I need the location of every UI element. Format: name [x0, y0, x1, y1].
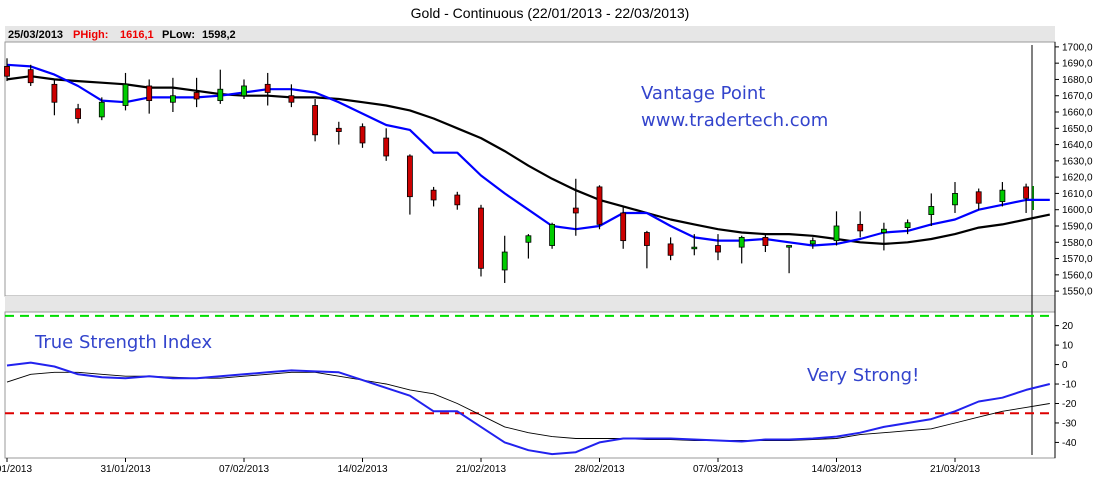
- candle-body: [549, 223, 555, 246]
- annotation-very-strong: Very Strong!: [807, 365, 919, 386]
- candle-body: [217, 88, 224, 102]
- x-tick-label: 07/03/2013: [693, 464, 743, 475]
- x-tick-label: 14/02/2013: [337, 464, 387, 475]
- candle-body: [430, 189, 437, 201]
- candle-body: [904, 222, 911, 229]
- candle-body: [525, 235, 532, 243]
- price-tick-label: 1680,0: [1062, 75, 1093, 86]
- candle-body: [999, 189, 1006, 202]
- x-tick-label: 21/03/2013: [930, 464, 980, 475]
- price-tick-label: 1590,0: [1062, 221, 1093, 232]
- x-tick-label: 28/02/2013: [574, 464, 624, 475]
- candle-body: [809, 240, 816, 245]
- candle-body: [644, 232, 650, 246]
- chart-title: Gold - Continuous (22/01/2013 - 22/03/20…: [411, 5, 690, 21]
- candle-body: [501, 251, 508, 271]
- price-tick-label: 1610,0: [1062, 189, 1093, 200]
- x-tick-label: 07/02/2013: [219, 464, 269, 475]
- candle-body: [881, 228, 887, 233]
- price-tick-label: 1670,0: [1062, 91, 1093, 102]
- tsi-tick-label: -30: [1062, 418, 1077, 429]
- candle-body: [691, 246, 698, 250]
- candle-body: [406, 155, 413, 198]
- price-tick-label: 1640,0: [1062, 140, 1093, 151]
- candle-body: [335, 127, 342, 132]
- price-tick-label: 1570,0: [1062, 254, 1093, 265]
- price-tick-label: 1580,0: [1062, 238, 1093, 249]
- slow-moving-average-line: [6, 75, 1051, 245]
- price-tick-label: 1690,0: [1062, 59, 1093, 70]
- fast-moving-average-line: [6, 63, 1050, 247]
- tsi-tick-label: 0: [1062, 360, 1068, 371]
- tsi-tick-label: -20: [1062, 399, 1077, 410]
- price-tick-label: 1600,0: [1062, 205, 1093, 216]
- x-tick-label: 14/03/2013: [811, 464, 861, 475]
- info-plow-value: 1598,2: [202, 29, 236, 41]
- candle-body: [312, 105, 319, 136]
- price-tick-label: 1700,0: [1062, 42, 1093, 53]
- annotation-website: www.tradertech.com: [641, 110, 828, 131]
- tsi-tick-label: -40: [1062, 438, 1077, 449]
- price-tick-label: 1630,0: [1062, 156, 1093, 167]
- candle-body: [975, 191, 982, 204]
- price-tick-label: 1620,0: [1062, 173, 1093, 184]
- candle-body: [738, 236, 745, 248]
- x-tick-label: 21/02/2013: [456, 464, 506, 475]
- info-bar: [5, 26, 1055, 42]
- tsi-tick-label: 10: [1062, 341, 1074, 352]
- price-tick-label: 1650,0: [1062, 124, 1093, 135]
- candle-body: [169, 95, 176, 103]
- candle-body: [478, 207, 484, 269]
- candle-body: [667, 243, 674, 256]
- x-tick-label: 31/01/2013: [100, 464, 150, 475]
- candle-body: [596, 186, 603, 225]
- candle-body: [288, 95, 295, 103]
- annotation-tsi-label: True Strength Index: [34, 332, 212, 353]
- candle-body: [383, 137, 390, 157]
- candle-body: [620, 212, 627, 242]
- candle-body: [454, 194, 461, 206]
- info-plow-label: PLow:: [162, 29, 195, 41]
- candle-body: [928, 206, 935, 215]
- info-date: 25/03/2013: [8, 29, 63, 41]
- candle-body: [122, 83, 129, 106]
- candle-body: [833, 225, 840, 242]
- candle-body: [241, 85, 247, 97]
- info-phigh-label: PHigh:: [73, 29, 108, 41]
- annotation-vantage-point: Vantage Point: [641, 83, 765, 104]
- candle-body: [27, 69, 34, 84]
- price-tick-label: 1560,0: [1062, 270, 1093, 281]
- info-phigh-value: 1616,1: [120, 29, 154, 41]
- candle-body: [572, 207, 579, 214]
- candle-body: [762, 236, 769, 246]
- candle-body: [786, 245, 792, 248]
- candle-body: [857, 223, 864, 232]
- x-tick-label: 24/01/2013: [0, 464, 32, 475]
- candle-body: [264, 83, 271, 93]
- candle-body: [51, 83, 58, 103]
- candle-body: [146, 85, 153, 102]
- tsi-line: [6, 361, 1051, 456]
- tsi-tick-label: -10: [1062, 380, 1077, 391]
- pane-separator: [5, 296, 1055, 312]
- price-tick-label: 1550,0: [1062, 287, 1093, 298]
- price-tick-label: 1660,0: [1062, 108, 1093, 119]
- candle-body: [75, 108, 81, 119]
- candle-body: [98, 101, 105, 118]
- candle-body: [359, 126, 366, 144]
- candle-body: [193, 92, 200, 100]
- candle-body: [1023, 186, 1029, 199]
- candle-body: [4, 66, 10, 77]
- tsi-tick-label: 20: [1062, 321, 1074, 332]
- price-pane: [4, 41, 1056, 297]
- candle-body: [715, 245, 721, 253]
- candle-body: [952, 193, 958, 206]
